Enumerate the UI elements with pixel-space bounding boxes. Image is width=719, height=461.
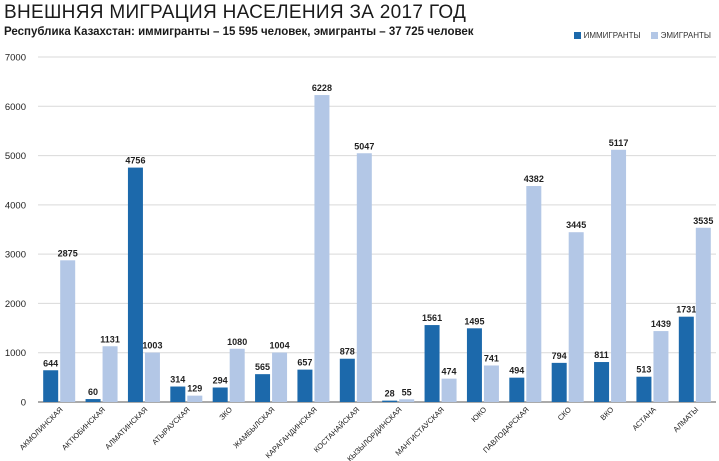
x-tick-label: АЛМАТЫ <box>671 405 700 434</box>
bar-immigrants <box>85 399 101 402</box>
bar-immigrants <box>212 387 228 402</box>
chart-subtitle: Республика Казахстан: иммигранты – 15 59… <box>4 26 474 38</box>
legend-item-immigrants: ИММИГРАНТЫ <box>573 31 641 40</box>
bar-emigrants <box>356 153 372 402</box>
data-label-immigrants: 565 <box>255 362 270 372</box>
bar-immigrants <box>339 358 355 402</box>
data-label-emigrants: 1080 <box>227 337 247 347</box>
bar-immigrants <box>255 374 271 402</box>
bar-immigrants <box>297 369 313 402</box>
bar-emigrants <box>526 186 542 402</box>
legend-swatch-immigrants <box>573 32 581 39</box>
y-tick-label: 5000 <box>5 151 26 162</box>
bar-emigrants <box>272 352 288 402</box>
bar-emigrants <box>144 352 160 402</box>
data-label-immigrants: 811 <box>594 350 609 360</box>
data-label-emigrants: 1004 <box>270 341 290 351</box>
bar-immigrants <box>678 316 694 402</box>
y-tick-label: 4000 <box>5 200 26 211</box>
y-tick-label: 1000 <box>5 348 26 359</box>
data-label-emigrants: 3445 <box>566 220 586 230</box>
bar-emigrants <box>695 227 711 402</box>
data-label-emigrants: 3535 <box>693 216 713 226</box>
bar-emigrants <box>314 95 330 402</box>
legend-label-emigrants: ЭМИГРАНТЫ <box>660 31 711 40</box>
bar-emigrants <box>187 395 203 402</box>
legend-item-emigrants: ЭМИГРАНТЫ <box>650 31 711 40</box>
data-label-emigrants: 6228 <box>312 83 332 93</box>
data-label-emigrants: 1439 <box>651 319 671 329</box>
data-label-emigrants: 129 <box>187 384 202 394</box>
data-label-immigrants: 60 <box>88 387 98 397</box>
x-tick-label: СКО <box>556 405 573 422</box>
bar-immigrants <box>424 325 440 402</box>
bar-emigrants <box>483 365 499 402</box>
bar-immigrants <box>466 328 482 402</box>
data-label-immigrants: 1495 <box>464 316 484 326</box>
y-tick-label: 7000 <box>5 53 26 64</box>
x-tick-label: АСТАНА <box>630 405 657 432</box>
data-label-emigrants: 5117 <box>609 138 629 148</box>
data-label-immigrants: 794 <box>552 351 567 361</box>
bar-immigrants <box>43 370 59 402</box>
data-label-emigrants: 1003 <box>142 341 162 351</box>
x-tick-label: АТЫРАУСКАЯ <box>150 405 192 447</box>
data-label-immigrants: 294 <box>213 376 228 386</box>
bar-emigrants <box>399 399 415 402</box>
x-tick-label: ПАВЛОДАРСКАЯ <box>481 405 531 455</box>
bar-immigrants <box>382 400 398 402</box>
x-tick-label: ЖАМБЫЛСКАЯ <box>231 405 276 450</box>
data-label-immigrants: 494 <box>509 366 524 376</box>
x-tick-label: ВКО <box>598 405 615 422</box>
data-label-emigrants: 5047 <box>354 141 374 151</box>
data-label-emigrants: 2875 <box>58 248 78 258</box>
x-tick-label: АКМОЛИНСКАЯ <box>18 405 65 452</box>
y-tick-label: 0 <box>21 398 26 409</box>
x-tick-label: АЛМАТИНСКАЯ <box>103 405 149 451</box>
legend-label-immigrants: ИММИГРАНТЫ <box>583 31 641 40</box>
bar-immigrants <box>551 362 567 402</box>
data-label-immigrants: 513 <box>636 365 651 375</box>
bar-immigrants <box>127 167 143 402</box>
data-label-immigrants: 878 <box>340 347 355 357</box>
x-tick-label: АКТЮБИНСКАЯ <box>60 405 107 452</box>
y-tick-label: 6000 <box>5 102 26 113</box>
data-label-immigrants: 314 <box>170 375 185 385</box>
data-label-immigrants: 1561 <box>422 313 442 323</box>
bar-emigrants <box>568 232 584 402</box>
x-tick-label: ЗКО <box>217 405 234 422</box>
bar-immigrants <box>170 386 186 402</box>
bar-immigrants <box>594 362 610 402</box>
bar-emigrants <box>60 260 76 402</box>
x-tick-label: ЮКО <box>469 405 488 424</box>
y-tick-label: 3000 <box>5 250 26 261</box>
x-tick-label: КОСТАНАЙСКАЯ <box>312 405 361 454</box>
data-label-emigrants: 55 <box>402 387 412 397</box>
legend-swatch-emigrants <box>650 32 658 39</box>
y-tick-label: 2000 <box>5 299 26 310</box>
data-label-immigrants: 4756 <box>125 156 145 166</box>
bar-immigrants <box>636 376 652 402</box>
data-label-immigrants: 644 <box>43 358 58 368</box>
bar-immigrants <box>509 377 525 402</box>
data-label-immigrants: 28 <box>385 389 395 399</box>
data-label-emigrants: 474 <box>442 367 457 377</box>
data-label-immigrants: 657 <box>297 358 312 368</box>
data-label-emigrants: 1131 <box>100 334 120 344</box>
bar-emigrants <box>653 331 669 402</box>
chart-title: ВНЕШНЯЯ МИГРАЦИЯ НАСЕЛЕНИЯ ЗА 2017 ГОД <box>4 2 467 23</box>
bar-emigrants <box>441 378 457 402</box>
bar-emigrants <box>102 346 118 402</box>
bar-emigrants <box>611 149 627 402</box>
legend: ИММИГРАНТЫ ЭМИГРАНТЫ <box>573 31 711 40</box>
data-label-emigrants: 741 <box>484 353 499 363</box>
data-label-immigrants: 1731 <box>676 305 696 315</box>
bar-emigrants <box>229 348 245 402</box>
data-label-emigrants: 4382 <box>524 174 544 184</box>
